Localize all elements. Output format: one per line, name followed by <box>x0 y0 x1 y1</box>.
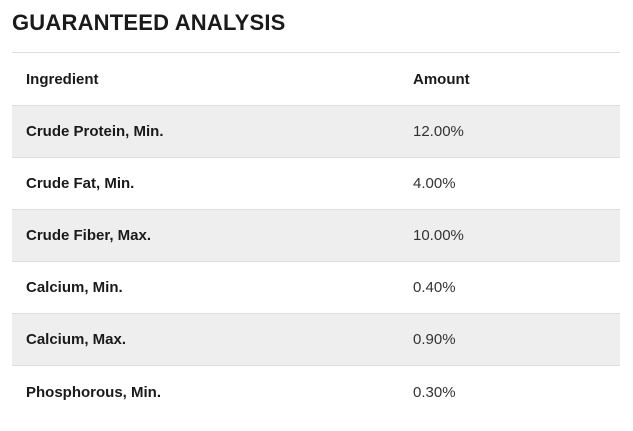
table-row: Crude Protein, Min. 12.00% <box>12 106 620 158</box>
table-row: Phosphorous, Min. 0.30% <box>12 366 620 418</box>
table-row: Calcium, Max. 0.90% <box>12 314 620 366</box>
ingredient-cell: Crude Protein, Min. <box>26 123 164 140</box>
column-header-ingredient: Ingredient <box>26 70 99 88</box>
guaranteed-analysis-panel: GUARANTEED ANALYSIS Ingredient Amount Cr… <box>12 0 620 418</box>
amount-cell: 0.40% <box>413 279 456 296</box>
amount-cell: 0.90% <box>413 331 456 348</box>
analysis-table: Ingredient Amount Crude Protein, Min. 12… <box>12 53 620 418</box>
ingredient-cell: Calcium, Min. <box>26 279 123 296</box>
ingredient-cell: Phosphorous, Min. <box>26 383 161 401</box>
column-header-amount: Amount <box>413 70 470 88</box>
table-header-row: Ingredient Amount <box>12 53 620 106</box>
ingredient-cell: Calcium, Max. <box>26 331 127 348</box>
amount-cell: 12.00% <box>413 123 464 140</box>
section-heading: GUARANTEED ANALYSIS <box>12 0 620 53</box>
amount-cell: 4.00% <box>413 175 456 192</box>
table-row: Calcium, Min. 0.40% <box>12 262 620 314</box>
table-row: Crude Fat, Min. 4.00% <box>12 158 620 210</box>
amount-cell: 10.00% <box>413 227 464 244</box>
amount-cell: 0.30% <box>413 383 456 401</box>
ingredient-cell: Crude Fiber, Max. <box>26 227 152 244</box>
ingredient-cell: Crude Fat, Min. <box>26 175 135 192</box>
table-row: Crude Fiber, Max. 10.00% <box>12 210 620 262</box>
